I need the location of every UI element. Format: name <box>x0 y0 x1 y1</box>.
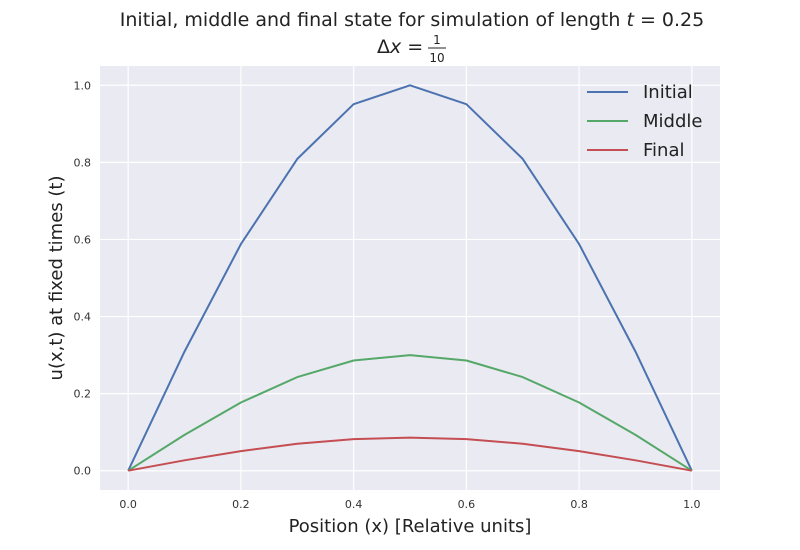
x-axis-label: Position (x) [Relative units] <box>289 516 532 537</box>
chart-title-variable: t <box>626 9 635 31</box>
subtitle-equals: = <box>401 36 423 58</box>
subtitle-denominator: 10 <box>429 51 444 65</box>
y-tick-label: 0.0 <box>74 465 92 478</box>
subtitle-delta: Δ <box>377 36 390 58</box>
y-tick-label: 0.6 <box>74 233 92 246</box>
legend-label: Initial <box>643 82 693 103</box>
x-tick-label: 1.0 <box>683 498 701 511</box>
chart-title-suffix: = 0.25 <box>634 9 704 31</box>
y-tick-label: 0.2 <box>74 388 92 401</box>
plot-area <box>100 66 720 490</box>
series-line-final <box>128 436 692 472</box>
series-line-initial <box>127 84 693 472</box>
x-tick-label: 0.8 <box>570 498 588 511</box>
chart-title: Initial, middle and final state for simu… <box>120 9 704 31</box>
subtitle-expression: Δx = <box>377 36 423 58</box>
y-tick-label: 0.8 <box>74 156 92 169</box>
chart-subtitle: Δx = 1 10 <box>377 33 446 65</box>
subtitle-variable: x <box>389 36 402 58</box>
series-lines <box>127 84 693 472</box>
y-tick-label: 0.4 <box>74 311 92 324</box>
x-tick-label: 0.2 <box>232 498 250 511</box>
y-tick-label: 1.0 <box>74 79 92 92</box>
series-line-middle <box>127 354 693 472</box>
legend: Initial Middle Final <box>587 82 702 161</box>
y-tick-labels: 0.0 0.2 0.4 0.6 0.8 1.0 <box>74 79 92 477</box>
y-axis-label: u(x,t) at fixed times (t) <box>46 176 67 381</box>
chart-title-prefix: Initial, middle and final state for simu… <box>120 9 627 31</box>
x-tick-label: 0.4 <box>345 498 363 511</box>
subtitle-numerator: 1 <box>433 33 441 47</box>
x-tick-labels: 0.0 0.2 0.4 0.6 0.8 1.0 <box>119 498 700 511</box>
x-tick-label: 0.0 <box>119 498 137 511</box>
legend-label: Middle <box>643 111 702 132</box>
legend-label: Final <box>643 140 684 161</box>
x-tick-label: 0.6 <box>458 498 476 511</box>
